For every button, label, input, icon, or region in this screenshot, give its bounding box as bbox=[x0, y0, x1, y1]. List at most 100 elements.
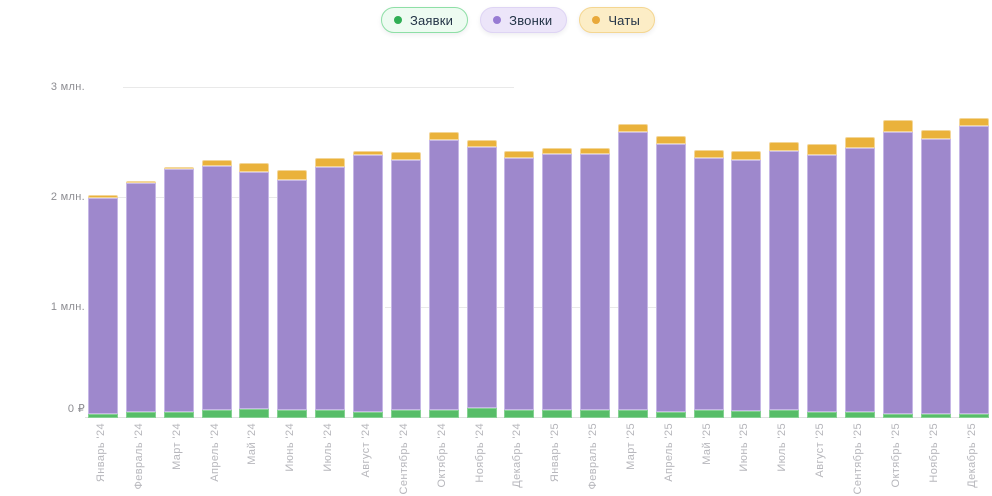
bar-13[interactable] bbox=[542, 148, 573, 418]
bar-segment-заявки bbox=[277, 410, 308, 418]
bar-segment-заявки bbox=[845, 412, 875, 418]
bar-segment-чаты bbox=[580, 148, 611, 154]
bar-segment-звонки bbox=[390, 160, 421, 410]
bar-17[interactable] bbox=[693, 150, 724, 418]
legend-label-chaty: Чаты bbox=[608, 12, 641, 28]
bar-1[interactable] bbox=[88, 195, 118, 418]
x-axis-label: Июнь '24 bbox=[284, 423, 297, 472]
bar-segment-звонки bbox=[201, 166, 232, 410]
x-axis-label: Ноябрь '24 bbox=[473, 423, 486, 483]
bar-8[interactable] bbox=[352, 151, 383, 418]
bar-segment-звонки bbox=[125, 183, 156, 412]
legend-pill-zayavki[interactable]: Заявки bbox=[380, 7, 469, 33]
bar-segment-чаты bbox=[617, 124, 648, 132]
bar-10[interactable] bbox=[428, 132, 459, 418]
y-axis-label: 1 млн. bbox=[50, 301, 85, 313]
bar-segment-заявки bbox=[239, 409, 270, 418]
bar-segment-звонки bbox=[315, 167, 346, 410]
bar-segment-заявки bbox=[731, 411, 762, 418]
bar-segment-заявки bbox=[88, 414, 118, 418]
x-axis-label: Август '24 bbox=[359, 423, 372, 478]
bar-segment-звонки bbox=[693, 158, 724, 410]
bar-19[interactable] bbox=[769, 142, 800, 418]
bar-segment-заявки bbox=[655, 412, 686, 418]
bar-segment-заявки bbox=[352, 412, 383, 418]
bar-segment-чаты bbox=[125, 181, 156, 183]
bar-segment-звонки bbox=[617, 132, 648, 410]
bar-segment-звонки bbox=[920, 139, 951, 414]
bar-segment-заявки bbox=[504, 410, 535, 418]
legend-dot-green-icon bbox=[393, 16, 402, 24]
bar-18[interactable] bbox=[731, 151, 762, 418]
x-axis-label: Июнь '25 bbox=[738, 423, 751, 472]
bar-6[interactable] bbox=[277, 170, 308, 418]
bar-14[interactable] bbox=[580, 148, 611, 418]
bar-segment-заявки bbox=[693, 410, 724, 418]
bar-segment-чаты bbox=[352, 151, 383, 155]
bar-segment-чаты bbox=[769, 142, 800, 151]
bar-segment-заявки bbox=[920, 414, 951, 418]
bar-segment-чаты bbox=[239, 163, 270, 172]
bar-12[interactable] bbox=[504, 151, 535, 418]
x-axis-label: Октябрь '25 bbox=[889, 423, 902, 488]
bar-15[interactable] bbox=[617, 124, 648, 418]
bar-segment-чаты bbox=[542, 148, 573, 154]
bar-16[interactable] bbox=[655, 136, 686, 418]
bar-22[interactable] bbox=[882, 120, 913, 418]
bar-24[interactable] bbox=[958, 118, 989, 418]
x-axis-label: Февраль '24 bbox=[132, 423, 145, 490]
bar-7[interactable] bbox=[315, 158, 346, 418]
bar-segment-звонки bbox=[504, 158, 535, 410]
bar-segment-чаты bbox=[466, 140, 497, 147]
bar-segment-заявки bbox=[466, 408, 497, 418]
bar-segment-звонки bbox=[428, 140, 459, 410]
bar-4[interactable] bbox=[201, 160, 232, 418]
legend-pill-zvonki[interactable]: Звонки bbox=[480, 7, 568, 33]
bar-segment-чаты bbox=[920, 130, 951, 139]
bar-3[interactable] bbox=[163, 167, 194, 418]
bar-segment-заявки bbox=[958, 414, 989, 418]
bar-segment-звонки bbox=[352, 155, 383, 412]
legend-pill-chaty[interactable]: Чаты bbox=[579, 7, 656, 33]
x-axis-label: Январь '25 bbox=[549, 423, 562, 483]
x-axis-line bbox=[85, 417, 988, 418]
bar-23[interactable] bbox=[920, 130, 951, 418]
x-axis-label: Апрель '25 bbox=[662, 423, 675, 482]
gridline-2mln bbox=[115, 197, 285, 198]
bar-segment-чаты bbox=[88, 195, 118, 198]
x-axis-label: Июль '25 bbox=[776, 423, 789, 472]
x-axis-label: Октябрь '24 bbox=[435, 423, 448, 488]
bar-segment-звонки bbox=[466, 147, 497, 408]
bar-segment-звонки bbox=[239, 172, 270, 409]
bar-segment-заявки bbox=[882, 414, 913, 418]
x-axis-label: Февраль '25 bbox=[587, 423, 600, 490]
bar-11[interactable] bbox=[466, 140, 497, 418]
x-axis-label: Август '25 bbox=[814, 423, 827, 478]
bar-5[interactable] bbox=[239, 163, 270, 418]
y-axis-label: 3 млн. bbox=[50, 81, 85, 93]
bar-segment-заявки bbox=[163, 412, 194, 418]
x-axis-label: Сентябрь '25 bbox=[852, 423, 864, 495]
x-axis-label: Июль '24 bbox=[322, 423, 335, 472]
bar-9[interactable] bbox=[390, 152, 421, 418]
gridline-3mln bbox=[123, 87, 514, 88]
x-axis-label: Апрель '24 bbox=[208, 423, 221, 482]
legend-label-zayavki: Заявки bbox=[409, 12, 454, 28]
y-axis-label: 2 млн. bbox=[50, 191, 85, 203]
legend-dot-purple-icon bbox=[493, 16, 502, 24]
bar-segment-звонки bbox=[88, 198, 118, 414]
bar-segment-звонки bbox=[163, 169, 194, 412]
bar-segment-чаты bbox=[504, 151, 535, 158]
bar-2[interactable] bbox=[125, 181, 156, 418]
bar-segment-чаты bbox=[731, 151, 762, 160]
bar-segment-чаты bbox=[390, 152, 421, 160]
bar-segment-звонки bbox=[807, 155, 838, 412]
bar-segment-чаты bbox=[315, 158, 346, 167]
bar-segment-чаты bbox=[428, 132, 459, 140]
bar-segment-заявки bbox=[542, 410, 573, 418]
x-axis-label: Май '25 bbox=[700, 423, 713, 465]
bar-21[interactable] bbox=[845, 137, 875, 418]
bar-20[interactable] bbox=[807, 144, 838, 418]
bar-segment-чаты bbox=[693, 150, 724, 158]
